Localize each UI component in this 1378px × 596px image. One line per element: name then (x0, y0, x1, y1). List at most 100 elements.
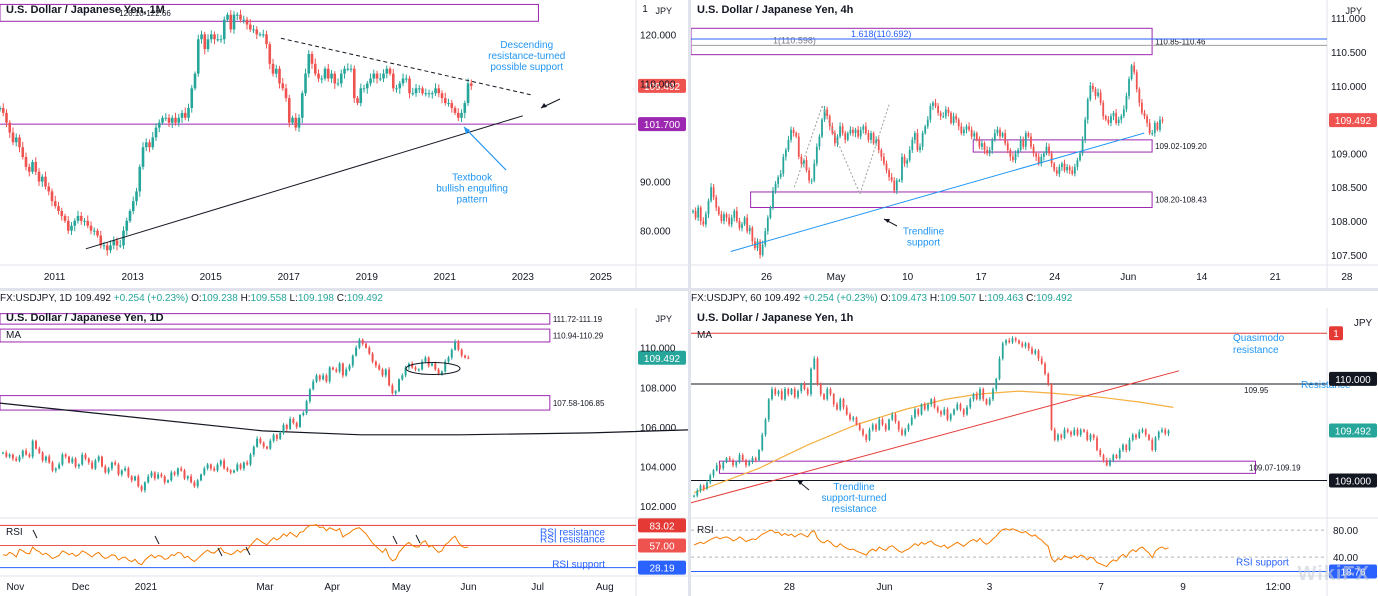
candle-body (41, 452, 44, 461)
candle-body (862, 126, 865, 130)
candle-body (161, 117, 164, 123)
zone-label: 110.85-110.46 (1155, 37, 1206, 46)
horizontal-divider[interactable] (0, 288, 1378, 291)
candle-body (297, 117, 301, 128)
h4-chart: 110.85-110.46 109.02-109.20 108.20-108.43 1… (691, 0, 1378, 288)
candle-body (725, 214, 728, 218)
zone-label: 109.02-109.20 (1155, 142, 1207, 151)
rsi-level-tag-bg (638, 560, 686, 575)
candle-body (176, 468, 179, 475)
candle-body (973, 133, 976, 137)
infobar-change: +0.254 (+0.23%) (803, 293, 878, 304)
rsi-level-tag: 83.02 (649, 521, 674, 532)
candle-body (183, 112, 187, 118)
candle-body (447, 103, 450, 105)
candle-body (894, 414, 897, 422)
candle-body (1057, 434, 1059, 440)
x-tick-label: 2023 (512, 272, 535, 283)
candle-body (769, 207, 772, 218)
candle-body (841, 126, 844, 134)
candle-body (382, 73, 385, 79)
candle-body (795, 133, 798, 137)
ma-label: MA (697, 330, 712, 341)
candle-body (322, 375, 325, 380)
candle-body (953, 409, 955, 415)
candle-body (735, 462, 738, 466)
candle-body (143, 482, 146, 491)
level-tag-110-bg (1329, 371, 1377, 386)
candle-body (845, 407, 848, 415)
candle-body (262, 442, 265, 447)
zone-box (0, 395, 551, 411)
candle-body (963, 129, 965, 134)
candle-body (339, 73, 343, 84)
candle-body (285, 424, 288, 429)
candle-body (310, 53, 314, 64)
candle-body (63, 215, 67, 221)
candle-body (355, 347, 358, 356)
candle-body (1024, 343, 1027, 347)
candle-body (872, 133, 875, 144)
candle-body (774, 389, 777, 395)
top-price-tag-bg (640, 1, 650, 15)
candle-body (904, 429, 907, 435)
candle-body (440, 371, 443, 374)
candle-body (988, 150, 991, 154)
candle-body (109, 245, 112, 251)
candle-body (18, 137, 21, 148)
candle-body (1035, 153, 1038, 157)
candle-body (352, 68, 356, 99)
panel-title-hourly: U.S. Dollar / Japanese Yen, 1h (697, 312, 854, 324)
candle-body (1083, 429, 1085, 432)
rsi-level-label: 80.00 (1333, 526, 1358, 537)
candle-body (272, 434, 275, 441)
x-tick-label: 2021 (434, 272, 457, 283)
candle-body (245, 19, 249, 25)
candle-body (180, 112, 184, 118)
candle-body (1066, 166, 1068, 171)
candle-body (1105, 460, 1108, 466)
x-tick-label: Mar (256, 582, 274, 593)
candle-body (832, 394, 835, 405)
candle-body (970, 129, 973, 137)
candle-body (361, 339, 364, 344)
candle-body (242, 19, 246, 21)
level-label: 109.95 (1244, 386, 1269, 395)
candle-body (148, 142, 151, 148)
rsi-touch-arrow (392, 535, 398, 545)
candle-body (76, 215, 80, 221)
candle-body (61, 454, 64, 465)
candle-body (203, 468, 206, 475)
candle-body (223, 460, 226, 469)
candle-body (154, 127, 158, 138)
x-tick-label: 7 (1098, 582, 1104, 593)
candle-body (274, 68, 278, 74)
candle-body (469, 83, 473, 86)
candle-body (880, 150, 883, 157)
candle-body (709, 475, 712, 483)
abcd-leg-2-line (821, 105, 861, 195)
zone-label: 111.72-111.19 (553, 315, 603, 324)
candle-body (358, 339, 361, 348)
candle-body (326, 68, 330, 79)
vertical-divider[interactable] (688, 0, 691, 596)
candle-body (893, 180, 896, 191)
candle-body (193, 482, 196, 487)
candle-body (1144, 429, 1147, 435)
infobar-open: 109.238 (201, 293, 238, 304)
candle-body (1040, 156, 1043, 164)
panel-h4: 110.85-110.46 109.02-109.20 108.20-108.43 1… (691, 0, 1378, 288)
candle-body (946, 409, 949, 420)
candle-body (453, 107, 457, 113)
bullish-engulfing-note-text: Textbook (452, 173, 493, 184)
candle-body (999, 129, 1001, 137)
candle-body (395, 88, 398, 90)
zone-label: 108.20-108.43 (1155, 196, 1207, 205)
candle-body (803, 160, 805, 164)
bullish-engulfing-note-text: pattern (457, 195, 488, 206)
x-tick-label: 2013 (122, 272, 145, 283)
candle-body (28, 454, 31, 457)
y-tick-label: 111.000 (1331, 14, 1366, 25)
candle-body (295, 422, 298, 427)
candle-body (792, 129, 795, 134)
